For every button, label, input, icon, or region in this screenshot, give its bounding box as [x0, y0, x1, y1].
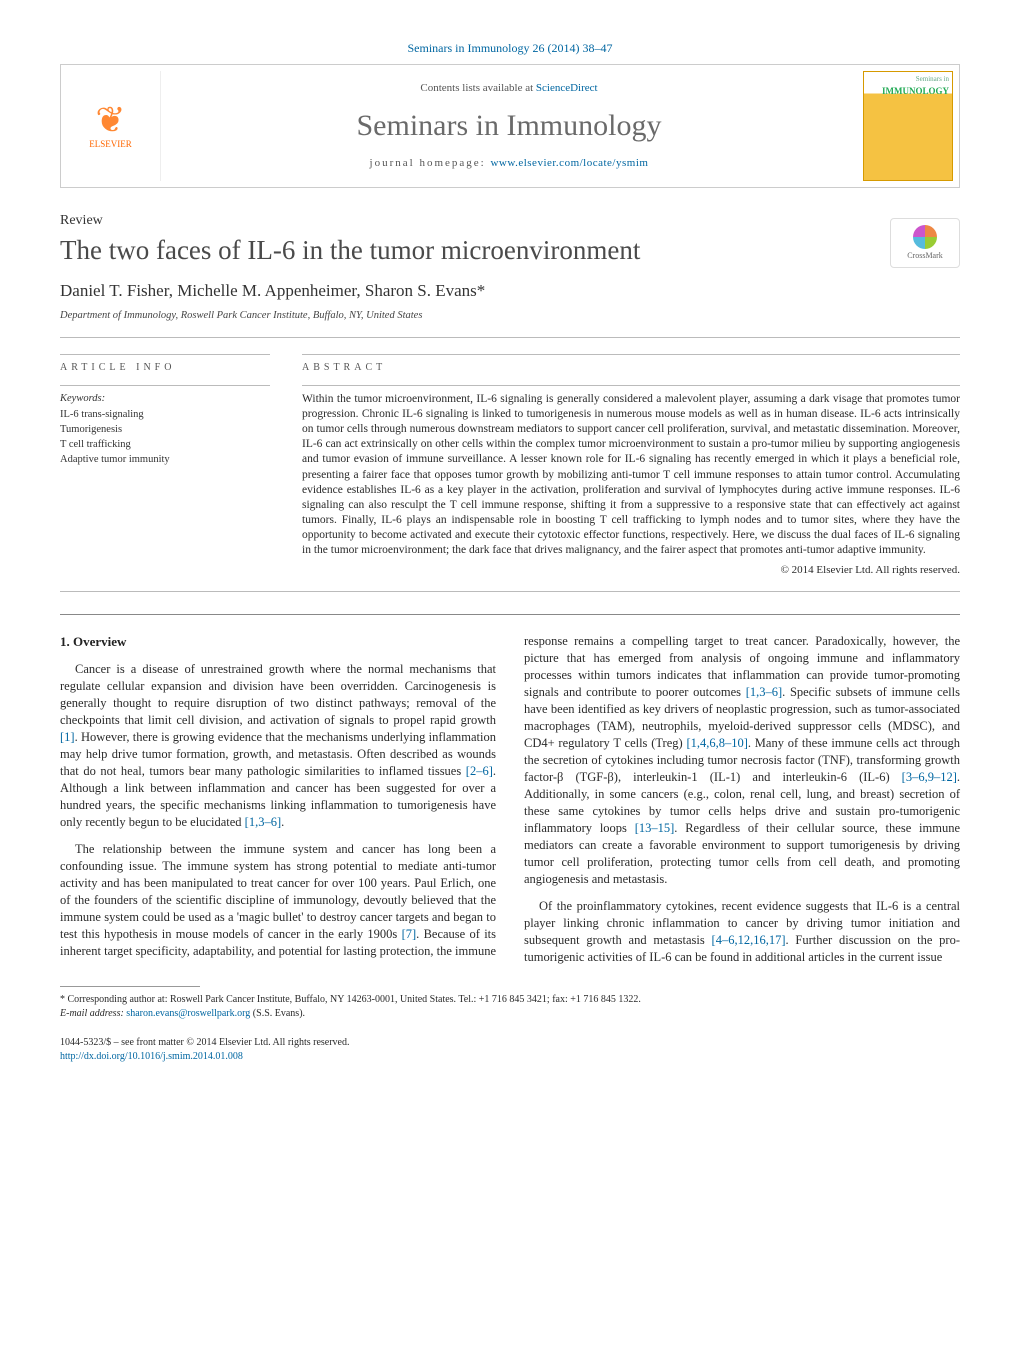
affiliation: Department of Immunology, Roswell Park C… — [60, 309, 960, 323]
body-text: 1. Overview Cancer is a disease of unres… — [60, 633, 960, 968]
title-block: Review The two faces of IL-6 in the tumo… — [60, 212, 890, 280]
keywords-list: IL-6 trans-signaling Tumorigenesis T cel… — [60, 408, 270, 468]
sciencedirect-link[interactable]: ScienceDirect — [536, 82, 598, 94]
info-rule-mid — [60, 385, 270, 386]
abs-rule-mid — [302, 385, 960, 386]
elsevier-tree-icon: ❦ — [95, 102, 125, 138]
rule-top — [60, 337, 960, 338]
section-heading: 1. Overview — [60, 633, 496, 651]
cover-title-text: IMMUNOLOGY — [867, 85, 949, 97]
keyword-item: IL-6 trans-signaling — [60, 408, 270, 422]
keyword-item: Tumorigenesis — [60, 423, 270, 437]
ref-link[interactable]: [1,3–6] — [245, 815, 281, 829]
info-rule-top — [60, 354, 270, 355]
ref-link[interactable]: [1,4,6,8–10] — [686, 736, 747, 750]
document-type: Review — [60, 212, 890, 231]
rule-below-meta — [60, 591, 960, 592]
ref-link[interactable]: [1,3–6] — [746, 685, 782, 699]
journal-name: Seminars in Immunology — [171, 106, 847, 147]
abstract-text: Within the tumor microenvironment, IL-6 … — [302, 392, 960, 559]
ref-link[interactable]: [2–6] — [466, 764, 493, 778]
crossmark-label: CrossMark — [907, 251, 943, 262]
ref-link[interactable]: [7] — [402, 927, 417, 941]
article-info-heading: article info — [60, 361, 270, 375]
abstract-copyright: © 2014 Elsevier Ltd. All rights reserved… — [302, 563, 960, 578]
ref-link[interactable]: [4–6,12,16,17] — [712, 933, 786, 947]
rule-heavy — [60, 614, 960, 615]
journal-cover-thumb: Seminars in IMMUNOLOGY — [863, 71, 953, 181]
contents-prefix: Contents lists available at — [420, 82, 535, 94]
doi-link[interactable]: http://dx.doi.org/10.1016/j.smim.2014.01… — [60, 1051, 243, 1062]
footnotes: * Corresponding author at: Roswell Park … — [60, 993, 960, 1020]
body-span: . However, there is growing evidence tha… — [60, 730, 496, 778]
abstract-heading: abstract — [302, 361, 960, 375]
body-paragraph: Cancer is a disease of unrestrained grow… — [60, 661, 496, 831]
body-span: Cancer is a disease of unrestrained grow… — [60, 662, 496, 727]
email-label: E-mail address: — [60, 1008, 126, 1019]
footer: 1044-5323/$ – see front matter © 2014 El… — [60, 1036, 960, 1063]
homepage-label: journal homepage: — [370, 157, 491, 169]
paper-title: The two faces of IL-6 in the tumor micro… — [60, 235, 890, 266]
cover-top-text: Seminars in — [867, 75, 949, 84]
meta-row: article info Keywords: IL-6 trans-signal… — [60, 348, 960, 577]
journal-header: ❦ ELSEVIER Contents lists available at S… — [60, 64, 960, 188]
email-link[interactable]: sharon.evans@roswellpark.org — [126, 1008, 250, 1019]
crossmark-badge[interactable]: CrossMark — [890, 218, 960, 268]
abs-rule-top — [302, 354, 960, 355]
ref-link[interactable]: [1] — [60, 730, 75, 744]
ref-link[interactable]: [13–15] — [635, 821, 675, 835]
keywords-label: Keywords: — [60, 392, 270, 406]
homepage-line: journal homepage: www.elsevier.com/locat… — [171, 156, 847, 171]
keyword-item: Adaptive tumor immunity — [60, 453, 270, 467]
homepage-link[interactable]: www.elsevier.com/locate/ysmim — [490, 157, 648, 169]
keyword-item: T cell trafficking — [60, 438, 270, 452]
citation-line: Seminars in Immunology 26 (2014) 38–47 — [60, 40, 960, 56]
article-info-block: article info Keywords: IL-6 trans-signal… — [60, 348, 270, 577]
crossmark-icon — [913, 225, 937, 249]
authors: Daniel T. Fisher, Michelle M. Appenheime… — [60, 280, 960, 303]
abstract-block: abstract Within the tumor microenvironme… — [302, 348, 960, 577]
corresponding-author: * Corresponding author at: Roswell Park … — [60, 993, 960, 1006]
footnote-separator — [60, 986, 200, 987]
issn-line: 1044-5323/$ – see front matter © 2014 El… — [60, 1036, 960, 1050]
elsevier-logo: ❦ ELSEVIER — [61, 71, 161, 181]
publisher-name: ELSEVIER — [89, 138, 132, 150]
body-paragraph: Of the proinflammatory cytokines, recent… — [524, 898, 960, 966]
body-span: . — [281, 815, 284, 829]
ref-link[interactable]: [3–6,9–12] — [902, 770, 957, 784]
title-row: Review The two faces of IL-6 in the tumo… — [60, 212, 960, 280]
contents-line: Contents lists available at ScienceDirec… — [171, 81, 847, 96]
email-line: E-mail address: sharon.evans@roswellpark… — [60, 1007, 960, 1020]
header-middle: Contents lists available at ScienceDirec… — [161, 71, 857, 181]
email-suffix: (S.S. Evans). — [250, 1008, 305, 1019]
